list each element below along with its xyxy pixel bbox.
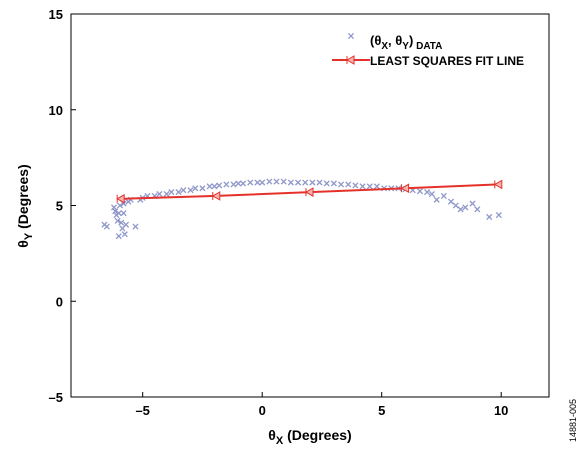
y-axis-label: θY (Degrees) [15, 164, 35, 247]
data-point [366, 183, 373, 190]
data-point [280, 178, 287, 185]
data-point [254, 179, 261, 186]
legend-marker-data [347, 32, 355, 40]
data-point [428, 190, 435, 198]
series-scatter-data [101, 178, 502, 240]
legend-item-fit: LEAST SQUARES FIT LINE [332, 54, 524, 68]
fit-line-marker [493, 179, 503, 190]
data-point [156, 190, 163, 198]
data-point [132, 223, 139, 230]
data-point [469, 200, 476, 207]
data-point [330, 180, 337, 187]
plot-frame [70, 13, 550, 398]
data-point [294, 179, 302, 186]
data-point [462, 204, 469, 211]
data-point [216, 182, 223, 189]
data-point [474, 206, 481, 213]
y-tick-label: 15 [49, 7, 63, 22]
data-point [163, 190, 170, 198]
data-point [495, 212, 502, 219]
legend-item-data: (θX, θY) DATA [347, 32, 442, 52]
data-point [424, 189, 431, 196]
data-point [168, 189, 175, 196]
legend-label-data: (θX, θY) DATA [370, 33, 442, 52]
x-tick-label: 0 [259, 403, 266, 418]
data-point [192, 185, 199, 192]
data-point [433, 196, 440, 203]
data-point [211, 183, 218, 190]
y-tick-label: –5 [49, 390, 63, 405]
data-point [122, 221, 130, 228]
data-point [121, 231, 128, 238]
data-point [115, 210, 122, 217]
data-point [302, 179, 309, 186]
data-point [359, 183, 366, 190]
data-point [187, 187, 194, 194]
x-tick-label: 5 [378, 403, 385, 418]
data-point [457, 206, 464, 213]
series-fit-line [116, 179, 503, 204]
y-tick-label: 10 [49, 103, 63, 118]
data-point [235, 180, 242, 187]
data-point [180, 187, 187, 194]
y-tick-label: 0 [56, 294, 63, 309]
data-point [114, 217, 121, 224]
data-point [452, 202, 459, 209]
data-point [115, 233, 122, 240]
fit-line-marker [304, 187, 314, 197]
legend-x-marker [347, 32, 355, 40]
data-point [259, 179, 266, 186]
data-point [118, 219, 125, 226]
data-point [120, 210, 127, 217]
data-point [486, 213, 493, 221]
fit-line-marker [211, 191, 221, 201]
x-tick-label: –5 [135, 403, 149, 418]
ticks-layer: –5 0 5 10 –5 0 5 10 15 [49, 7, 509, 418]
data-point [309, 179, 316, 186]
y-tick-label: 5 [56, 199, 63, 214]
data-point [206, 183, 213, 190]
data-point [175, 189, 182, 196]
data-point [352, 182, 359, 189]
data-point [230, 181, 237, 188]
legend-label-fit: LEAST SQUARES FIT LINE [370, 54, 524, 68]
data-point [116, 202, 124, 209]
data-point [287, 179, 294, 186]
figure-id-group: 14881-005 [568, 399, 578, 442]
data-point [447, 198, 455, 205]
fit-line-marker [116, 193, 125, 204]
data-point [345, 181, 352, 188]
data-point [338, 181, 345, 188]
data-point [240, 180, 247, 187]
fit-line-marker [400, 183, 410, 194]
data-point [199, 185, 206, 192]
legend-triangle-marker [345, 55, 355, 65]
data-point [223, 181, 230, 188]
legend-marker-fit [332, 55, 370, 65]
data-layer [101, 178, 503, 240]
figure-id: 14881-005 [568, 399, 578, 442]
data-point [273, 178, 280, 185]
data-point [323, 180, 330, 187]
x-axis-label: θX (Degrees) [268, 427, 351, 447]
data-point [440, 192, 447, 199]
data-point [103, 223, 110, 230]
legend: (θX, θY) DATA LEAST SQUARES FIT LINE [332, 32, 524, 68]
data-point [266, 178, 273, 185]
data-point [373, 183, 380, 190]
data-point [316, 179, 323, 186]
data-point [416, 188, 423, 195]
y-axis-label-group: θY (Degrees) [15, 164, 35, 247]
data-point [247, 179, 254, 186]
x-tick-label: 10 [494, 403, 508, 418]
